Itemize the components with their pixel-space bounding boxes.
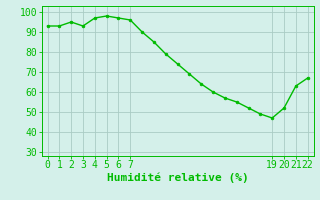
X-axis label: Humidité relative (%): Humidité relative (%) [107, 173, 248, 183]
